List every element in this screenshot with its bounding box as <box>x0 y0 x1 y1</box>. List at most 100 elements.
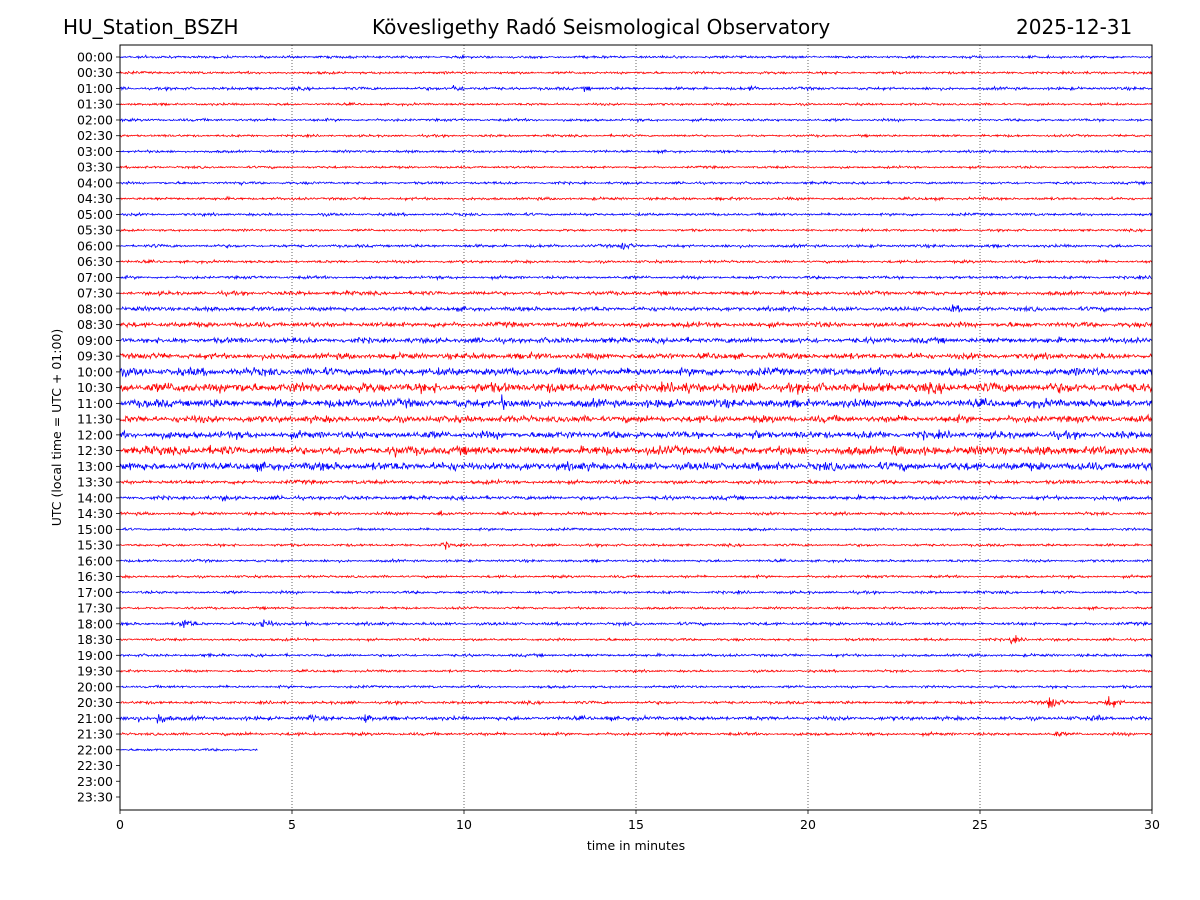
trace-1800 <box>119 619 1153 629</box>
trace-1330 <box>119 478 1153 486</box>
y-tick-label: 12:30 <box>77 443 113 458</box>
x-tick-label: 5 <box>288 817 296 832</box>
trace-0130 <box>119 101 1153 107</box>
trace-0400 <box>120 179 1153 187</box>
trace-1530 <box>119 541 1153 550</box>
trace-0830 <box>119 320 1153 329</box>
y-tick-label: 18:00 <box>77 616 113 631</box>
y-tick-label: 00:30 <box>77 65 113 80</box>
x-tick-label: 30 <box>1144 817 1160 832</box>
y-tick-label: 06:00 <box>77 238 113 253</box>
y-tick-label: 23:00 <box>77 774 113 789</box>
trace-1630 <box>120 573 1153 580</box>
y-tick-label: 02:00 <box>77 112 113 127</box>
trace-1230 <box>119 444 1153 458</box>
y-tick-label: 21:30 <box>77 727 113 742</box>
y-tick-label: 04:30 <box>77 191 113 206</box>
trace-1900 <box>119 652 1153 659</box>
trace-2130 <box>119 730 1153 738</box>
y-tick-label: 10:30 <box>77 380 113 395</box>
chart-title: Kövesligethy Radó Seismological Observat… <box>372 15 831 39</box>
date-title: 2025-12-31 <box>1016 15 1133 39</box>
y-tick-label: 20:00 <box>77 679 113 694</box>
y-tick-label: 19:00 <box>77 648 113 663</box>
trace-1700 <box>119 589 1153 596</box>
y-tick-label: 10:00 <box>77 364 113 379</box>
y-tick-label: 03:30 <box>77 160 113 175</box>
trace-1600 <box>119 557 1153 564</box>
y-tick-label: 20:30 <box>77 695 113 710</box>
trace-1430 <box>119 510 1153 517</box>
y-tick-label: 15:00 <box>77 522 113 537</box>
trace-2030 <box>119 696 1153 709</box>
y-tick-label: 22:00 <box>77 742 113 757</box>
trace-0330 <box>119 164 1153 171</box>
y-axis-label: UTC (local time = UTC + 01:00) <box>49 329 64 527</box>
y-tick-label: 11:00 <box>77 396 113 411</box>
y-tick-label: 16:00 <box>77 553 113 568</box>
x-axis-label: time in minutes <box>587 838 685 853</box>
x-tick-label: 15 <box>628 817 644 832</box>
y-tick-label: 07:30 <box>77 286 113 301</box>
y-tick-label: 14:30 <box>77 506 113 521</box>
y-tick-label: 17:30 <box>77 601 113 616</box>
y-tick-label: 06:30 <box>77 254 113 269</box>
trace-0500 <box>119 211 1153 218</box>
trace-1030 <box>119 381 1153 395</box>
trace-1730 <box>120 605 1153 611</box>
trace-1200 <box>119 429 1153 441</box>
y-tick-label: 05:00 <box>77 207 113 222</box>
y-tick-label: 12:00 <box>77 427 113 442</box>
y-tick-label: 13:00 <box>77 459 113 474</box>
y-tick-label: 13:30 <box>77 475 113 490</box>
y-tick-label: 14:00 <box>77 490 113 505</box>
y-tick-label: 22:30 <box>77 758 113 773</box>
y-tick-label: 04:00 <box>77 175 113 190</box>
trace-0430 <box>119 195 1153 202</box>
y-tick-label: 23:30 <box>77 790 113 805</box>
trace-1130 <box>119 413 1153 425</box>
y-tick-label: 02:30 <box>77 128 113 143</box>
trace-1500 <box>119 526 1153 532</box>
trace-0700 <box>119 274 1153 282</box>
y-tick-label: 09:00 <box>77 333 113 348</box>
y-tick-label: 19:30 <box>77 664 113 679</box>
trace-2200 <box>120 747 258 752</box>
trace-2000 <box>119 684 1153 690</box>
y-tick-label: 11:30 <box>77 412 113 427</box>
y-tick-label: 00:00 <box>77 50 113 65</box>
y-tick-label: 08:30 <box>77 317 113 332</box>
y-tick-label: 03:00 <box>77 144 113 159</box>
y-tick-label: 01:30 <box>77 97 113 112</box>
y-tick-label: 09:30 <box>77 349 113 364</box>
trace-1400 <box>119 493 1153 503</box>
x-tick-label: 10 <box>456 817 472 832</box>
x-tick-label: 25 <box>972 817 988 832</box>
trace-0530 <box>119 227 1153 233</box>
x-tick-label: 0 <box>116 817 124 832</box>
trace-1100 <box>120 394 1153 411</box>
trace-0300 <box>119 149 1153 155</box>
trace-0100 <box>119 84 1153 92</box>
trace-0230 <box>119 132 1153 139</box>
y-tick-label: 07:00 <box>77 270 113 285</box>
y-tick-label: 08:00 <box>77 301 113 316</box>
y-tick-label: 18:30 <box>77 632 113 647</box>
trace-0030 <box>119 69 1153 76</box>
trace-1830 <box>119 635 1153 645</box>
y-tick-label: 21:00 <box>77 711 113 726</box>
y-tick-label: 05:30 <box>77 223 113 238</box>
trace-1930 <box>119 668 1153 674</box>
trace-0900 <box>119 336 1153 346</box>
station-title: HU_Station_BSZH <box>63 15 239 39</box>
trace-0800 <box>119 304 1153 313</box>
trace-1000 <box>119 366 1153 378</box>
y-tick-label: 15:30 <box>77 538 113 553</box>
trace-2100 <box>119 713 1153 724</box>
y-tick-label: 16:30 <box>77 569 113 584</box>
trace-0200 <box>119 117 1153 124</box>
trace-1300 <box>119 460 1153 473</box>
y-tick-label: 01:00 <box>77 81 113 96</box>
trace-0730 <box>119 289 1153 298</box>
